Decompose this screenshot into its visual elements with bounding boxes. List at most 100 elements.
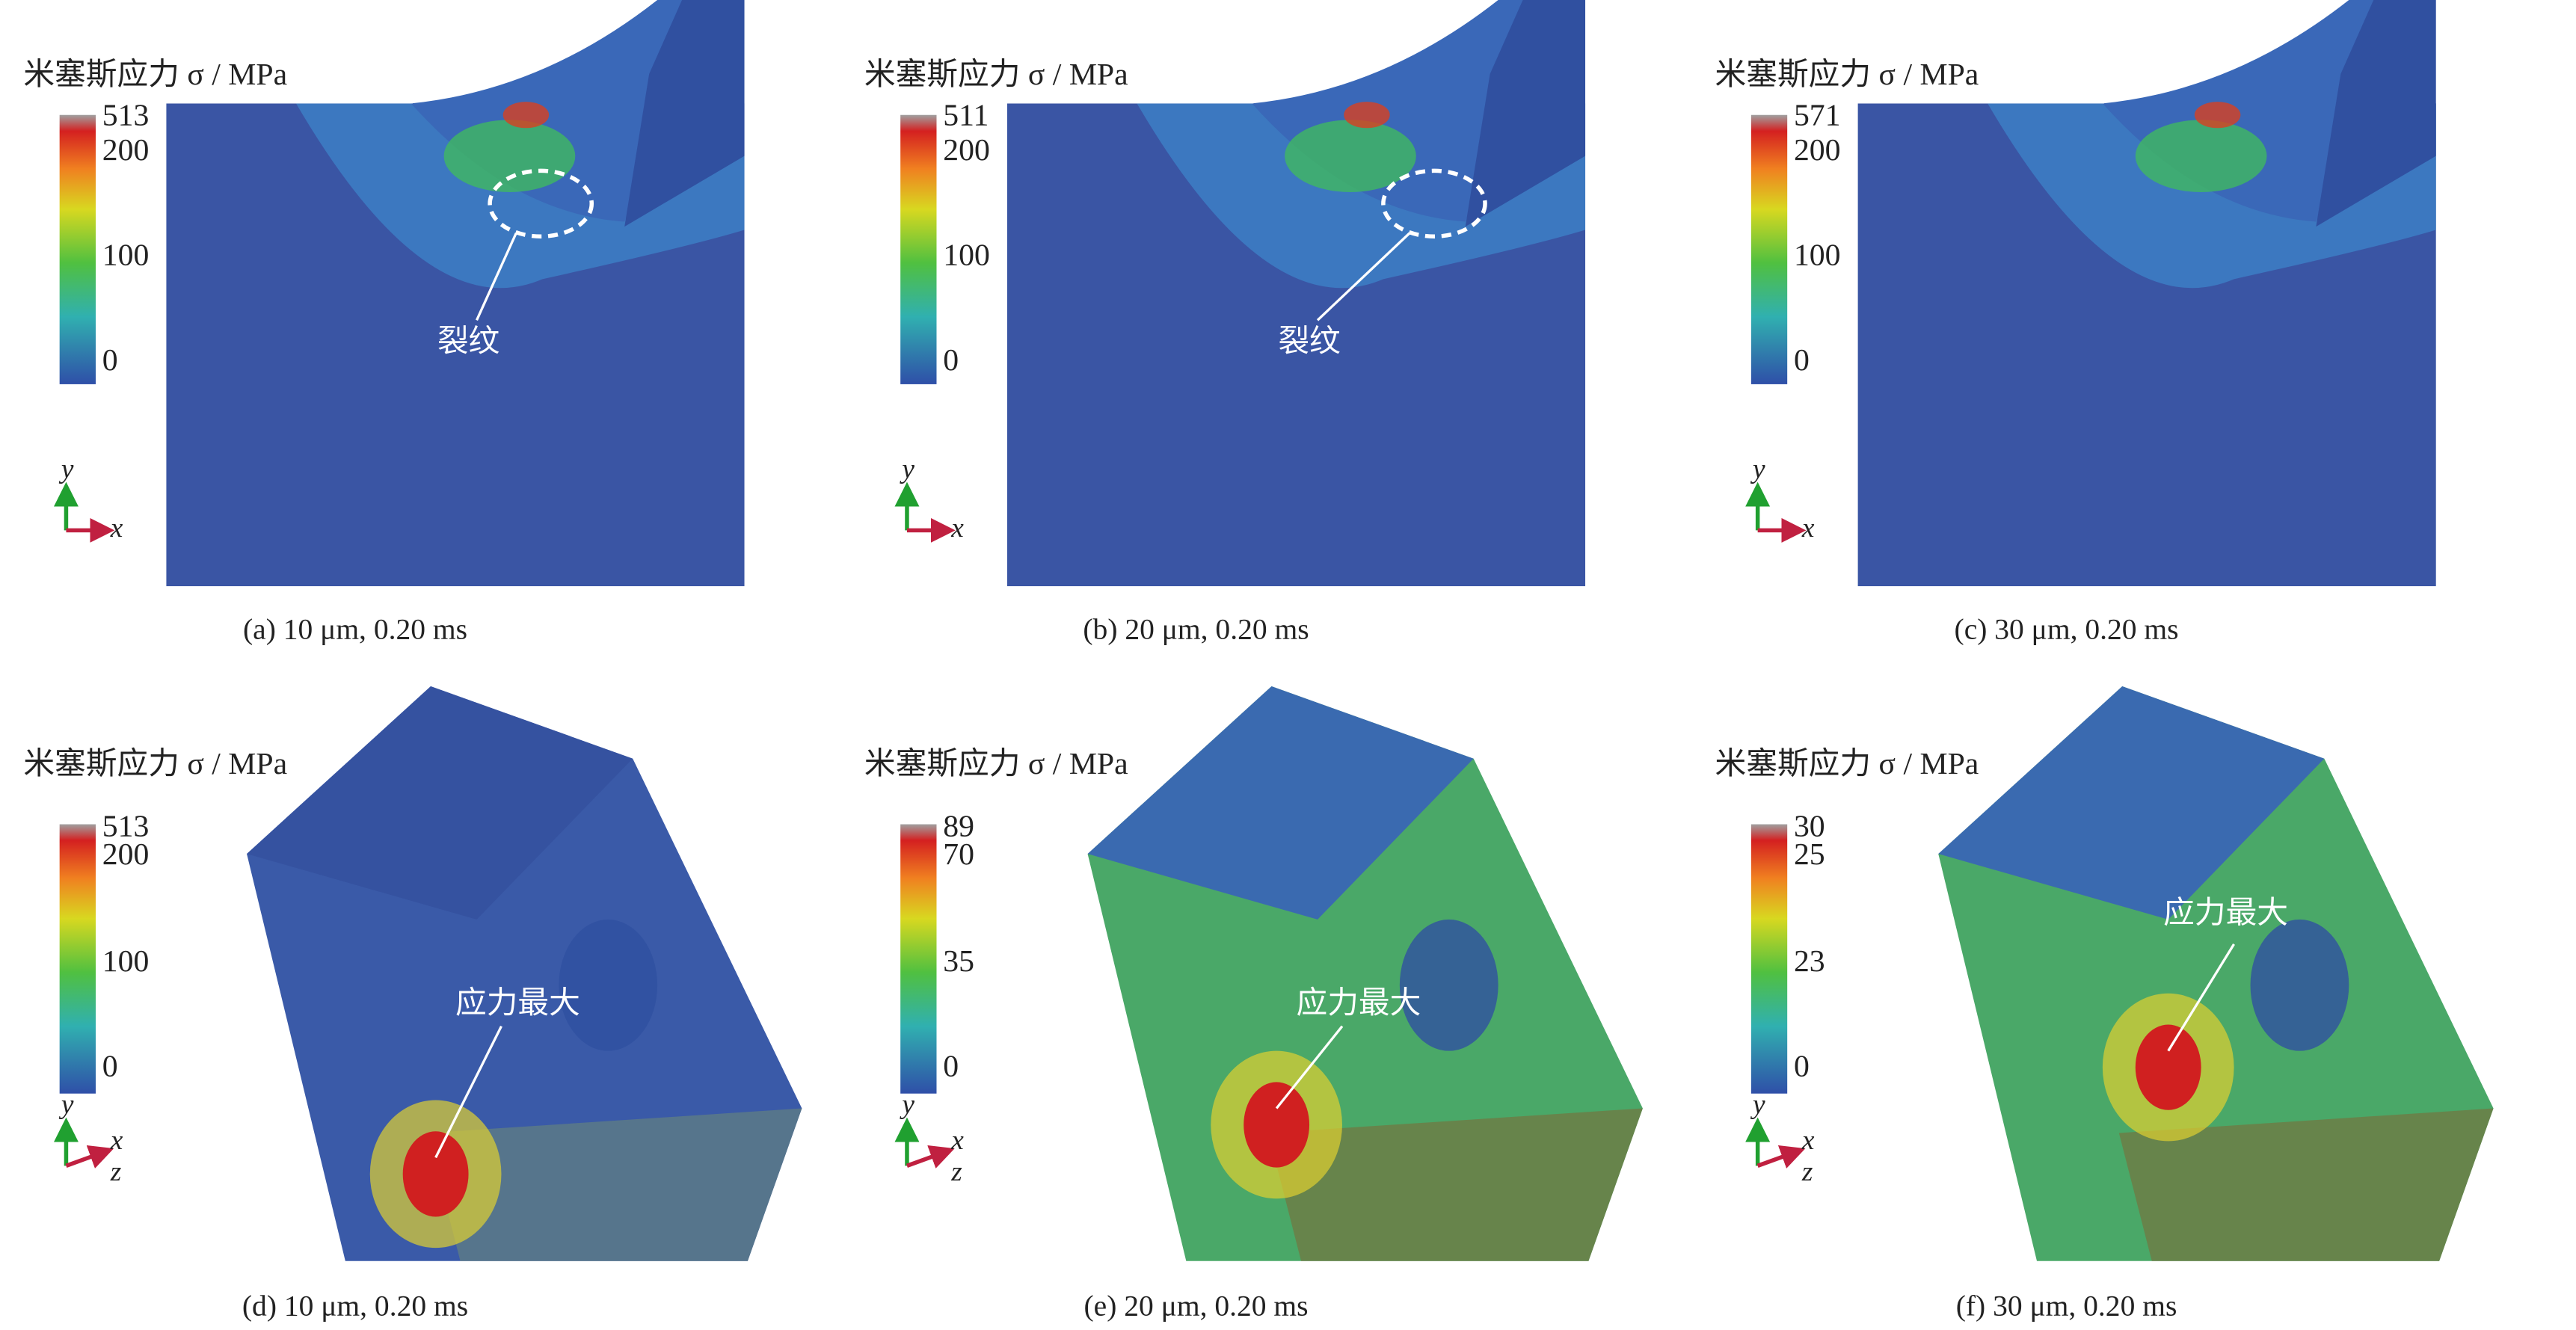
background-corner bbox=[1857, 0, 2105, 104]
colorbar bbox=[59, 114, 96, 384]
axis-label: z bbox=[1801, 1157, 1813, 1187]
legend-tick-label: 0 bbox=[102, 343, 118, 378]
crack-marker bbox=[488, 168, 594, 239]
axis-label: x bbox=[950, 1125, 964, 1156]
legend-tick-label: 200 bbox=[1794, 133, 1841, 167]
tool bbox=[624, 0, 745, 227]
legend-tick-label: 23 bbox=[1794, 944, 1825, 979]
caption: (a) 10 μm, 0.20 ms bbox=[243, 613, 467, 646]
annotation-line bbox=[476, 233, 517, 321]
caption: (b) 20 μm, 0.20 ms bbox=[1083, 613, 1309, 646]
legend-tick-label: 0 bbox=[102, 1049, 118, 1083]
hot-zone bbox=[2194, 102, 2241, 129]
green-zone bbox=[443, 120, 576, 192]
legend-tick-label: 35 bbox=[943, 944, 974, 979]
legend-tick-label: 200 bbox=[102, 837, 150, 872]
caption: (c) 30 μm, 0.20 ms bbox=[1955, 613, 2179, 646]
green-zone bbox=[1285, 120, 1416, 192]
legend-tick-label: 100 bbox=[1794, 238, 1841, 272]
background-corner bbox=[166, 0, 413, 104]
legend-title: 米塞斯应力 σ / MPa bbox=[864, 57, 1128, 92]
colorbar bbox=[900, 824, 937, 1094]
annotation-line bbox=[1275, 1025, 1344, 1109]
legend-title: 米塞斯应力 σ / MPa bbox=[864, 746, 1128, 781]
axis-label: z bbox=[110, 1157, 122, 1187]
hot-zone bbox=[2135, 1024, 2201, 1110]
annotation: 裂纹 bbox=[437, 322, 499, 359]
axis-arrow-x bbox=[65, 1145, 114, 1169]
crack-marker bbox=[1381, 168, 1487, 239]
background-corner bbox=[1006, 0, 1254, 104]
axis-label: x bbox=[950, 513, 964, 544]
annotation-line bbox=[1316, 232, 1411, 321]
legend-tick-label: 100 bbox=[102, 944, 150, 979]
low-zone bbox=[2250, 919, 2349, 1051]
cube-top bbox=[247, 686, 633, 920]
axis-label: y bbox=[899, 454, 914, 484]
caption: (e) 20 μm, 0.20 ms bbox=[1084, 1290, 1309, 1323]
legend-tick-label: 200 bbox=[102, 133, 150, 167]
legend-tick-label: 89 bbox=[943, 810, 974, 844]
cube-bottom bbox=[2118, 1108, 2494, 1261]
legend-tick-label: 70 bbox=[943, 837, 974, 872]
legend-tick-label: 0 bbox=[1794, 1049, 1810, 1083]
legend-tick-label: 25 bbox=[1794, 837, 1825, 872]
colorbar bbox=[900, 114, 937, 384]
legend-tick-label: 0 bbox=[943, 1049, 959, 1083]
axis-label: y bbox=[58, 1089, 74, 1120]
legend-tick-label: 100 bbox=[943, 238, 990, 272]
colorbar bbox=[59, 824, 96, 1094]
low-zone bbox=[559, 919, 658, 1051]
annotation: 应力最大 bbox=[1297, 984, 1421, 1020]
colorbar bbox=[1750, 824, 1788, 1094]
legend-tick-label: 513 bbox=[102, 810, 150, 844]
legend-tick-label: 571 bbox=[1794, 99, 1841, 133]
annotation: 应力最大 bbox=[2163, 893, 2288, 930]
legend-tick-label: 30 bbox=[1794, 810, 1825, 844]
hot-zone bbox=[1344, 102, 1390, 129]
axis-arrow-x bbox=[1756, 1145, 1806, 1169]
axis-label: y bbox=[1750, 1089, 1765, 1120]
hot-zone bbox=[502, 102, 550, 129]
axis-label: x bbox=[1801, 1125, 1815, 1156]
caption: (f) 30 μm, 0.20 ms bbox=[1956, 1290, 2177, 1323]
annotation-line bbox=[2167, 943, 2235, 1052]
legend-tick-label: 0 bbox=[1794, 343, 1810, 378]
legend-tick-label: 0 bbox=[943, 343, 959, 378]
axis-label: z bbox=[950, 1157, 962, 1187]
legend-tick-label: 513 bbox=[102, 99, 150, 133]
tool bbox=[2316, 0, 2436, 227]
annotation-line bbox=[434, 1025, 502, 1159]
axis-label: x bbox=[110, 1125, 123, 1156]
tool bbox=[1465, 0, 1586, 227]
axis-label: x bbox=[1801, 513, 1815, 544]
legend-tick-label: 200 bbox=[943, 133, 990, 167]
legend-title: 米塞斯应力 σ / MPa bbox=[23, 57, 287, 92]
cube-top bbox=[1938, 686, 2325, 920]
legend-title: 米塞斯应力 σ / MPa bbox=[1715, 57, 1979, 92]
legend-title: 米塞斯应力 σ / MPa bbox=[1715, 746, 1979, 781]
caption: (d) 10 μm, 0.20 ms bbox=[242, 1290, 468, 1323]
annotation: 应力最大 bbox=[455, 984, 580, 1020]
colorbar bbox=[1750, 114, 1788, 384]
axis-arrow-x bbox=[906, 1145, 955, 1169]
green-zone bbox=[2135, 120, 2267, 192]
axis-label: x bbox=[110, 513, 123, 544]
legend-tick-label: 511 bbox=[943, 99, 989, 133]
axis-label: y bbox=[1750, 454, 1765, 484]
legend-tick-label: 100 bbox=[102, 238, 150, 272]
hot-zone bbox=[402, 1131, 469, 1217]
cube-bottom bbox=[1268, 1108, 1643, 1261]
annotation: 裂纹 bbox=[1278, 322, 1340, 359]
low-zone bbox=[1399, 919, 1498, 1051]
cube-top bbox=[1087, 686, 1474, 920]
legend-title: 米塞斯应力 σ / MPa bbox=[23, 746, 287, 781]
cube-bottom bbox=[427, 1108, 802, 1261]
